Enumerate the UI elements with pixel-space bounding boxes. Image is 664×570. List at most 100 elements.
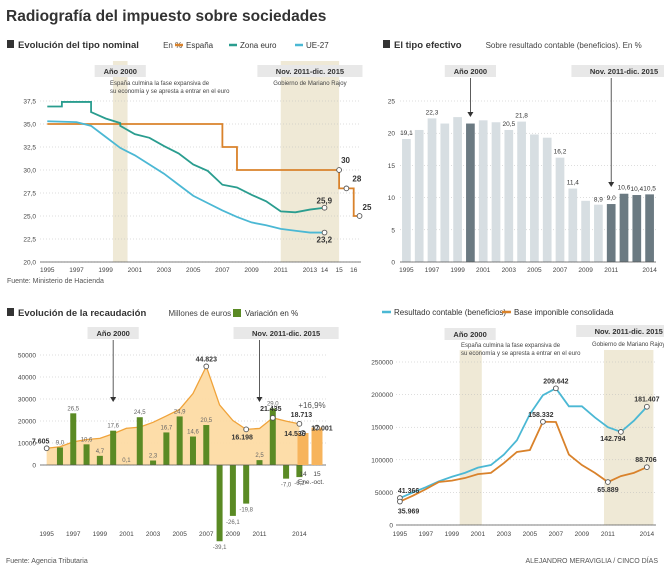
annot-rajoy-label: Nov. 2011-dic. 2015 (276, 67, 344, 76)
annot-rajoy-label: Nov. 2011-dic. 2015 (595, 327, 663, 336)
partial-point (314, 424, 320, 431)
variation-bar-2011 (256, 460, 263, 465)
bar-2002 (491, 122, 501, 262)
y-tick-label: 22,5 (23, 237, 36, 244)
x-tick-label: 2003 (502, 267, 517, 274)
variation-bar-2002 (136, 417, 143, 465)
panel-tipo-efectivo: El tipo efectivo Sobre resultado contable… (383, 40, 664, 274)
bar-2010 (594, 204, 603, 262)
bar-2008 (568, 188, 578, 262)
y-tick-label: 30,0 (23, 168, 36, 175)
series-point (644, 464, 650, 471)
y-tick-label: 10000 (18, 441, 36, 448)
x-tick-label: 2005 (523, 531, 538, 538)
bar-2012 (619, 193, 629, 262)
x-tick-label: 2003 (497, 531, 512, 538)
annot-rajoy-label: Nov. 2011-dic. 2015 (252, 329, 320, 338)
bar-2000 (466, 123, 475, 262)
variation-label: 14,6 (187, 430, 199, 436)
recaudacion-point (243, 426, 250, 433)
recaudacion-label: 44.823 (196, 356, 218, 363)
source-hacienda: Fuente: Ministerio de Hacienda (7, 278, 104, 285)
variation-bar-2000 (110, 430, 117, 465)
annot-2000-label: Año 2000 (96, 329, 129, 338)
main-title: Radiografía del impuesto sobre sociedade… (6, 8, 326, 25)
partial-bar-14 (297, 433, 309, 465)
bar-2013 (632, 195, 642, 262)
band-2000 (459, 350, 482, 525)
annot-2000-box (444, 328, 496, 340)
point-label: 181.407 (634, 397, 659, 404)
recaudacion-label: 21.435 (260, 406, 282, 413)
partial-label: 17.001 (311, 426, 333, 433)
x-tick-label: 2014 (292, 531, 307, 538)
x-tick-label: 1997 (419, 531, 434, 538)
recaudacion-label: 16.198 (231, 434, 253, 441)
annot-2000-label: Año 2000 (454, 67, 487, 76)
bar-2004 (517, 121, 526, 262)
y-tick-label: 0 (32, 463, 36, 470)
recaudacion-marker (7, 308, 14, 316)
recaudacion-point (296, 420, 303, 427)
band-rajoy (280, 61, 340, 262)
partial-category: 14 (299, 471, 307, 478)
y-tick-label: 25 (388, 99, 396, 106)
x-tick-label: 2007 (215, 267, 230, 274)
annot-2000-label: Año 2000 (453, 330, 486, 339)
series-point (397, 498, 403, 505)
x-tick-label: 2007 (199, 531, 214, 538)
variation-label: 29,0 (267, 401, 279, 407)
legend-label-1: Base imponible consolidada (514, 308, 614, 317)
annot-rajoy-box (257, 65, 363, 77)
efectivo-subtitle: Sobre resultado contable (beneficios). E… (486, 41, 642, 50)
legend-variacion-swatch (233, 309, 241, 317)
variation-label: 0,1 (122, 458, 131, 464)
annot-2000-arrow-head (467, 112, 474, 117)
variation-label: 26,5 (67, 406, 79, 412)
annot-rajoy-box (571, 65, 664, 77)
x-tick-label: 2011 (274, 267, 288, 274)
bar-2001 (478, 120, 488, 262)
efectivo-marker (383, 40, 390, 48)
bar-value-label: 11,4 (567, 180, 580, 187)
bar-2003 (504, 129, 514, 262)
annot-rajoy-arrow-head (608, 182, 615, 187)
recaudacion-point (43, 445, 50, 452)
variation-bar-1999 (96, 455, 103, 465)
y-tick-label: 32,5 (23, 145, 36, 152)
end-point (343, 185, 350, 192)
end-label: 28 (352, 174, 361, 183)
variation-bar-2003 (150, 460, 157, 465)
y-tick-label: 25,0 (23, 214, 36, 221)
x-tick-label: 2011 (601, 531, 615, 538)
annot-2000-arrow-head (110, 397, 117, 402)
y-tick-label: 27,5 (23, 191, 36, 198)
variation-label: 16,7 (161, 425, 173, 431)
annot-rajoy-box (233, 327, 339, 339)
point-label: 209.642 (543, 378, 568, 385)
y-tick-label: 35,0 (23, 122, 36, 129)
end-label: 23,2 (317, 236, 333, 245)
y-tick-label: 20 (388, 131, 396, 138)
variation-label: 2,5 (255, 453, 264, 459)
partial-change: +16,9% (298, 401, 325, 410)
recaudacion-line (46, 364, 300, 449)
end-point (336, 167, 342, 173)
variation-bar-2005 (176, 416, 183, 465)
legend-label-0: Resultado contable (beneficios) (394, 308, 506, 317)
end-point (321, 204, 328, 211)
variation-bar-2009 (229, 465, 236, 516)
series-line-1 (47, 101, 325, 214)
legend-label-1: Zona euro (240, 41, 277, 50)
nominal-title: Evolución del tipo nominal (18, 40, 139, 51)
annot-2000-box (87, 327, 139, 339)
series-point (553, 385, 559, 392)
x-tick-label: 2005 (172, 531, 187, 538)
point-label: 158.332 (528, 412, 553, 419)
band-2000 (112, 61, 128, 262)
y-tick-label: 0 (391, 260, 395, 267)
variation-label: 24,9 (174, 409, 186, 415)
x-tick-label: 2003 (157, 267, 172, 274)
y-tick-label: 200000 (371, 392, 393, 399)
